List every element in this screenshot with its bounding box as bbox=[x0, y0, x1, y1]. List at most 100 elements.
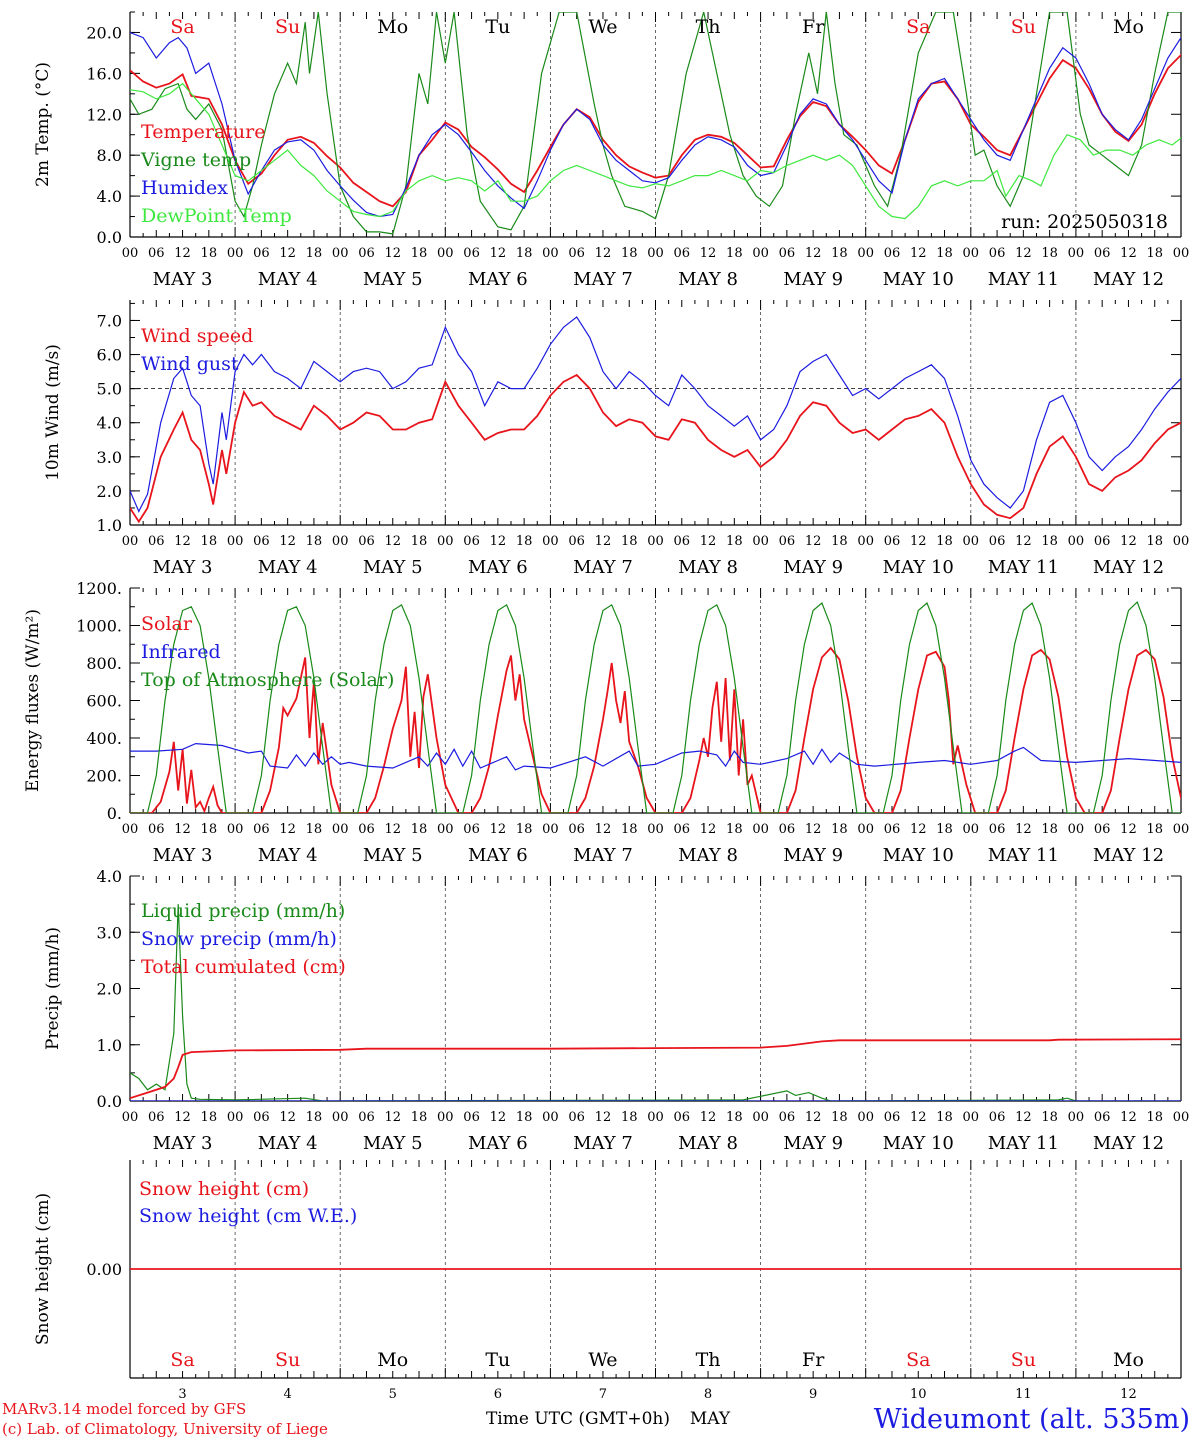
hour-label: 00 bbox=[857, 534, 874, 549]
legend-entry: DewPoint Temp bbox=[141, 205, 292, 227]
hour-label: 06 bbox=[779, 246, 796, 261]
hour-label: 12 bbox=[279, 1110, 296, 1125]
date-label: MAY 6 bbox=[468, 845, 528, 866]
y-tick-label: 1.0 bbox=[97, 516, 122, 535]
legend-entry: Snow precip (mm/h) bbox=[141, 928, 337, 950]
hour-label: 18 bbox=[1041, 246, 1058, 261]
date-label: MAY 12 bbox=[1093, 1133, 1164, 1154]
date-label: MAY 4 bbox=[258, 557, 318, 578]
y-tick-label: 400. bbox=[86, 729, 122, 748]
hour-label: 00 bbox=[752, 246, 769, 261]
panel-3: 0. 200. 400. 600. 800. 1000. 1200. Energy fluxe… bbox=[23, 579, 1189, 866]
series-line-wind-gust bbox=[130, 316, 1181, 513]
hour-label: 00 bbox=[332, 822, 349, 837]
y-axis-title: Precip (mm/h) bbox=[43, 927, 63, 1050]
hour-label: 00 bbox=[227, 246, 244, 261]
day-number: 6 bbox=[494, 1387, 502, 1402]
hour-label: 18 bbox=[1146, 822, 1163, 837]
date-label: MAY 8 bbox=[678, 269, 738, 290]
date-label: MAY 6 bbox=[468, 269, 528, 290]
hour-label: 00 bbox=[1173, 1110, 1190, 1125]
y-tick-label: 2.0 bbox=[97, 980, 122, 999]
hour-label: 00 bbox=[963, 1110, 980, 1125]
hour-label: 00 bbox=[437, 534, 454, 549]
hour-label: 06 bbox=[358, 1110, 375, 1125]
panel-1: 0.0 4.0 8.0 12.0 16.0 20.0 2m Temp. (°C) Temper… bbox=[33, 11, 1189, 290]
series-line-vigne-temp bbox=[130, 12, 1181, 235]
legend-entry: Humidex bbox=[141, 177, 228, 199]
hour-label: 06 bbox=[1094, 822, 1111, 837]
hour-label: 18 bbox=[306, 822, 323, 837]
y-tick-label: 2.0 bbox=[97, 482, 122, 501]
hour-label: 12 bbox=[1120, 534, 1137, 549]
hour-label: 12 bbox=[595, 1110, 612, 1125]
date-label: MAY 9 bbox=[783, 269, 843, 290]
panel-2: 1.0 2.0 3.0 4.0 5.0 6.0 7.0 10m Wind (m/s) Wind … bbox=[43, 300, 1189, 578]
y-tick-label: 1200. bbox=[76, 579, 122, 598]
day-number: 3 bbox=[178, 1387, 186, 1402]
hour-label: 12 bbox=[595, 822, 612, 837]
hour-label: 00 bbox=[437, 1110, 454, 1125]
hour-label: 12 bbox=[910, 534, 927, 549]
hour-label: 00 bbox=[227, 822, 244, 837]
weekday-label-bottom: Su bbox=[1011, 1349, 1036, 1371]
date-label: MAY 11 bbox=[988, 845, 1059, 866]
hour-label: 06 bbox=[358, 534, 375, 549]
month-label: MAY bbox=[690, 1409, 731, 1429]
hour-label: 06 bbox=[884, 1110, 901, 1125]
hour-label: 06 bbox=[884, 246, 901, 261]
hour-label: 18 bbox=[516, 822, 533, 837]
hour-label: 00 bbox=[857, 822, 874, 837]
hour-label: 18 bbox=[1041, 534, 1058, 549]
date-label: MAY 8 bbox=[678, 557, 738, 578]
weekday-label-top: Th bbox=[696, 16, 721, 38]
hour-label: 12 bbox=[595, 246, 612, 261]
date-label: MAY 3 bbox=[153, 1133, 213, 1154]
weekday-label-top: Sa bbox=[906, 16, 930, 38]
hour-label: 12 bbox=[1015, 246, 1032, 261]
y-axis-title: Snow height (cm) bbox=[33, 1193, 53, 1345]
y-tick-label: 200. bbox=[86, 767, 122, 786]
day-number: 10 bbox=[910, 1387, 927, 1402]
date-label: MAY 5 bbox=[363, 1133, 423, 1154]
panel-4: 0.0 1.0 2.0 3.0 4.0 Precip (mm/h) Liquid preci… bbox=[43, 867, 1190, 1154]
model-credit: MARv3.14 model forced by GFS bbox=[2, 1400, 246, 1418]
day-number: 5 bbox=[389, 1387, 397, 1402]
hour-label: 00 bbox=[332, 246, 349, 261]
hour-label: 18 bbox=[621, 534, 638, 549]
day-number: 11 bbox=[1015, 1387, 1032, 1402]
hour-label: 00 bbox=[752, 534, 769, 549]
hour-label: 06 bbox=[148, 246, 165, 261]
hour-label: 00 bbox=[122, 822, 139, 837]
hour-label: 18 bbox=[936, 1110, 953, 1125]
hour-label: 06 bbox=[463, 246, 480, 261]
hour-label: 18 bbox=[726, 822, 743, 837]
date-label: MAY 7 bbox=[573, 845, 633, 866]
hour-label: 18 bbox=[936, 822, 953, 837]
weekday-label-bottom: Fr bbox=[802, 1349, 825, 1371]
y-tick-label: 12.0 bbox=[86, 105, 122, 124]
y-tick-label: 7.0 bbox=[97, 311, 122, 330]
hour-label: 00 bbox=[1068, 246, 1085, 261]
date-label: MAY 3 bbox=[153, 557, 213, 578]
series-line-top-of-atmosphere-solar- bbox=[130, 601, 1181, 813]
hour-label: 06 bbox=[779, 534, 796, 549]
hour-label: 06 bbox=[568, 1110, 585, 1125]
weekday-label-bottom: Th bbox=[696, 1349, 721, 1371]
day-number: 12 bbox=[1120, 1387, 1137, 1402]
day-number: 8 bbox=[704, 1387, 712, 1402]
run-annotation: run: 2025050318 bbox=[1001, 211, 1168, 233]
hour-label: 18 bbox=[411, 246, 428, 261]
y-tick-label: 0.0 bbox=[97, 228, 122, 247]
weekday-label-top: Su bbox=[275, 16, 300, 38]
hour-label: 00 bbox=[437, 246, 454, 261]
date-label: MAY 10 bbox=[883, 557, 954, 578]
hour-label: 12 bbox=[490, 1110, 507, 1125]
hour-label: 00 bbox=[122, 534, 139, 549]
weekday-label-top: Su bbox=[1011, 16, 1036, 38]
hour-label: 06 bbox=[148, 534, 165, 549]
hour-label: 06 bbox=[1094, 534, 1111, 549]
day-number: 4 bbox=[284, 1387, 292, 1402]
hour-label: 12 bbox=[700, 1110, 717, 1125]
